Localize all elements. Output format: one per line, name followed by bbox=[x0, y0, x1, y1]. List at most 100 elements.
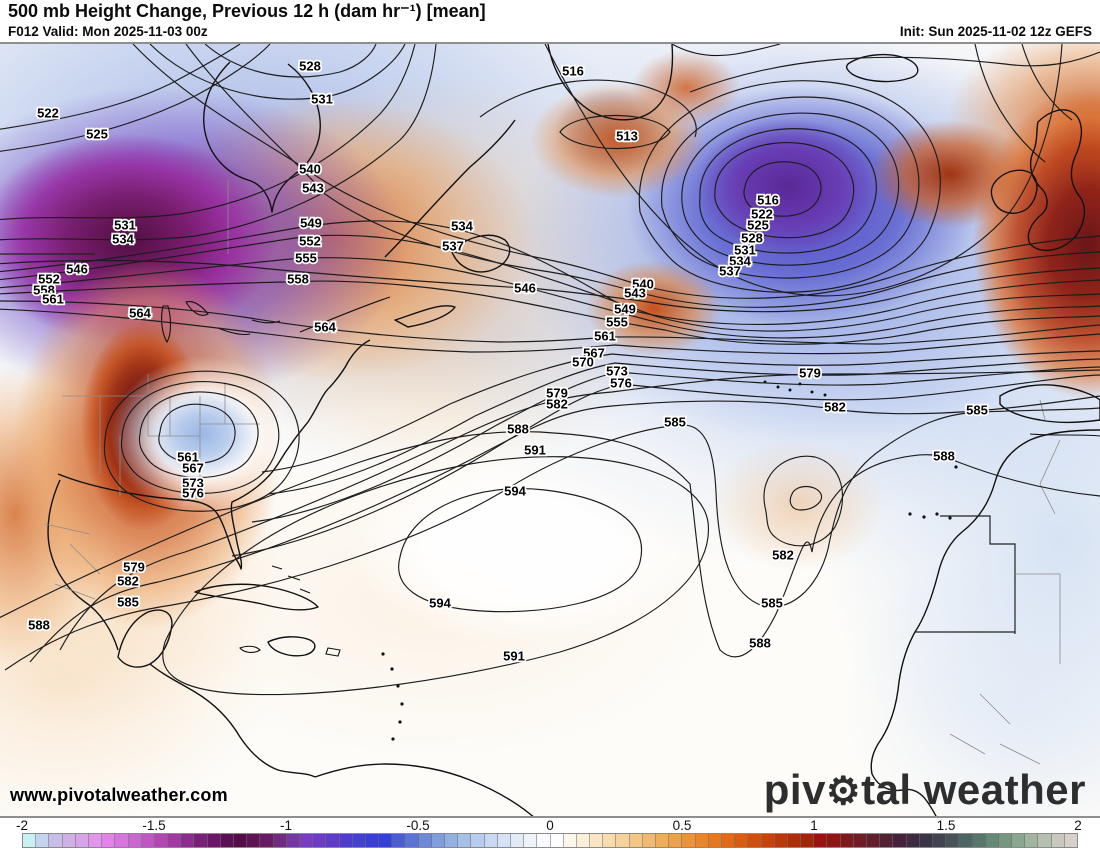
colorbar-cell bbox=[629, 834, 643, 847]
contour-label: 558 bbox=[33, 282, 55, 297]
colorbar-cell bbox=[959, 834, 973, 847]
contour-label: 543 bbox=[302, 180, 324, 195]
contour-label: 522 bbox=[751, 206, 773, 221]
contour-label: 579 bbox=[799, 365, 821, 380]
colorbar-cell bbox=[998, 834, 1013, 847]
contour-line bbox=[661, 96, 920, 279]
contour-label: 540 bbox=[632, 276, 654, 291]
colorbar-cell bbox=[563, 834, 577, 847]
colorbar-cell bbox=[181, 834, 195, 847]
contour-line bbox=[763, 455, 843, 547]
coastline-path bbox=[954, 465, 958, 469]
contour-line bbox=[689, 51, 1100, 93]
colorbar-cell bbox=[853, 834, 867, 847]
contour-lines bbox=[0, 44, 1100, 696]
contour-line bbox=[0, 308, 1100, 355]
colorbar-cell bbox=[141, 834, 155, 847]
colorbar-cell bbox=[273, 834, 287, 847]
colorbar-cell bbox=[985, 834, 999, 847]
colorbar-tick-label: -0.5 bbox=[406, 818, 430, 833]
contour-label: 585 bbox=[117, 594, 139, 609]
logo-text-post: tal weather bbox=[861, 766, 1086, 813]
colorbar-cell bbox=[827, 834, 841, 847]
colorbar-cell bbox=[431, 834, 445, 847]
coastline-path bbox=[57, 339, 371, 570]
contour-line bbox=[138, 391, 259, 478]
colorbar-cell bbox=[115, 834, 129, 847]
contour-label: 537 bbox=[442, 238, 464, 253]
contour-line bbox=[0, 44, 271, 152]
contour-label: 537 bbox=[719, 263, 741, 278]
contour-label: 588 bbox=[507, 421, 529, 436]
colorbar-cell bbox=[761, 834, 775, 847]
contour-label: 549 bbox=[300, 215, 322, 230]
colorbar-cell bbox=[418, 834, 432, 847]
contour-label: 579 bbox=[546, 385, 568, 400]
coastline-path bbox=[870, 429, 1100, 816]
colorbar-cell bbox=[682, 834, 696, 847]
coastline-path bbox=[203, 61, 321, 213]
coastline-path bbox=[823, 393, 827, 397]
colorbar-cell bbox=[1038, 834, 1052, 847]
contour-label: 579 bbox=[123, 559, 145, 574]
contour-line bbox=[0, 300, 1100, 345]
contour-label: 528 bbox=[741, 230, 763, 245]
colorbar-cell bbox=[458, 834, 472, 847]
colorbar-cell bbox=[365, 834, 380, 847]
colorbar-cell bbox=[220, 834, 234, 847]
colorbar-tick-label: -1 bbox=[279, 818, 293, 833]
colorbar-cell bbox=[62, 834, 76, 847]
colorbar-cell bbox=[102, 834, 116, 847]
contour-line bbox=[743, 161, 822, 217]
colorbar-cell bbox=[603, 834, 617, 847]
coastline-path bbox=[810, 390, 814, 394]
contour-label: 591 bbox=[503, 648, 525, 663]
contour-label: 534 bbox=[112, 231, 134, 246]
contour-line bbox=[0, 220, 1100, 326]
coastline-path bbox=[908, 512, 912, 516]
contour-line bbox=[714, 142, 855, 239]
contour-line bbox=[681, 112, 900, 266]
map-canvas: 522 525 528 531 531 534 540 543 549 552 555 558 546 5… bbox=[0, 42, 1100, 818]
contour-label: 549 bbox=[614, 301, 636, 316]
contour-label: 546 bbox=[66, 261, 88, 276]
coastline-path bbox=[845, 53, 919, 83]
colorbar-tick-label: 0.5 bbox=[672, 818, 692, 833]
contour-label: 588 bbox=[749, 635, 771, 650]
contour-line bbox=[789, 485, 823, 511]
colorbar-tick-row: -2 -1.5 -1 -0.5 0 0.5 1 1.5 2 bbox=[16, 818, 1082, 834]
colorbar-cell bbox=[234, 834, 248, 847]
colorbar-cells bbox=[22, 833, 1078, 848]
contour-label: 513 bbox=[616, 128, 638, 143]
contour-line bbox=[0, 431, 1100, 658]
coastline-path bbox=[384, 119, 516, 258]
coastline-path bbox=[999, 384, 1100, 423]
coastline-path bbox=[398, 720, 402, 724]
contour-label: 534 bbox=[729, 253, 751, 268]
contour-line bbox=[0, 44, 437, 241]
contour-label: 558 bbox=[287, 271, 309, 286]
contour-label: 564 bbox=[129, 305, 151, 320]
contour-label: 561 bbox=[594, 328, 616, 343]
contour-label: 582 bbox=[772, 547, 794, 562]
contour-label: 531 bbox=[311, 91, 333, 106]
colorbar-cell bbox=[510, 834, 525, 847]
coastline-path bbox=[547, 44, 674, 121]
colorbar-cell bbox=[656, 834, 670, 847]
contour-line bbox=[974, 44, 1046, 163]
contour-label: 540 bbox=[299, 161, 321, 176]
contour-line bbox=[0, 257, 1100, 339]
colorbar-cell bbox=[286, 834, 300, 847]
contour-label: 525 bbox=[86, 126, 108, 141]
map-overlay-graphics: 5225255285315315345405435495525555585465… bbox=[0, 44, 1100, 816]
contour-label: 585 bbox=[664, 414, 686, 429]
contour-label: 570 bbox=[572, 354, 594, 369]
coastline-path bbox=[194, 583, 319, 611]
colorbar-tick-label: -2 bbox=[15, 818, 29, 833]
contour-label: 564 bbox=[314, 319, 336, 334]
colorbar-cell bbox=[36, 834, 50, 847]
colorbar-cell bbox=[1064, 834, 1077, 847]
contour-label: 576 bbox=[182, 485, 204, 500]
coastline-path bbox=[935, 512, 939, 516]
colorbar-tick-label: 1 bbox=[810, 818, 818, 833]
